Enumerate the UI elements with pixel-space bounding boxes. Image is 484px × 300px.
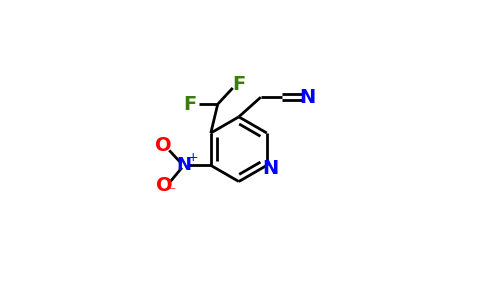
Text: N: N — [262, 159, 278, 178]
Text: N: N — [299, 88, 316, 107]
Text: O: O — [156, 176, 172, 195]
Text: F: F — [232, 76, 245, 94]
Text: N: N — [177, 156, 192, 174]
Text: +: + — [188, 151, 198, 164]
Text: O: O — [155, 136, 172, 155]
Text: F: F — [183, 94, 197, 114]
Text: ⁻: ⁻ — [168, 185, 175, 200]
